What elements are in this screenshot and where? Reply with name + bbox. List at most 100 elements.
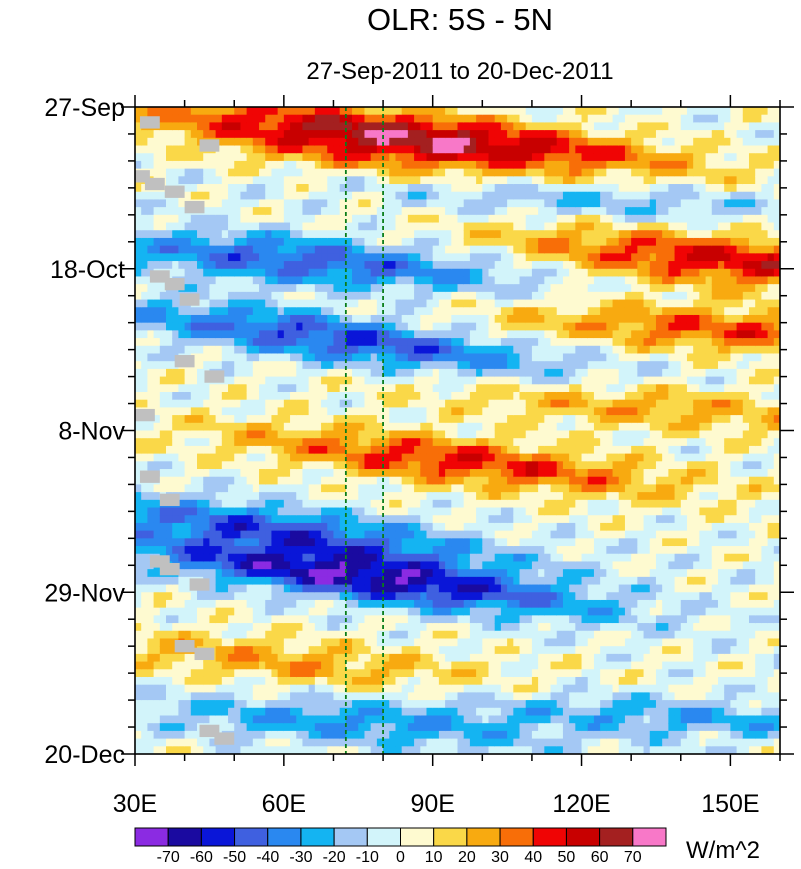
heatmap-cell bbox=[494, 222, 502, 231]
heatmap-cell bbox=[321, 268, 328, 278]
heatmap-cell bbox=[457, 469, 465, 478]
heatmap-cell bbox=[184, 107, 192, 116]
heatmap-cell bbox=[135, 723, 142, 732]
heatmap-cell bbox=[178, 584, 186, 593]
heatmap-cell bbox=[314, 107, 322, 116]
heatmap-cell bbox=[445, 214, 452, 224]
heatmap-cell bbox=[190, 191, 198, 201]
heatmap-cell bbox=[308, 584, 316, 593]
heatmap-cell bbox=[290, 276, 297, 285]
heatmap-cell bbox=[432, 368, 440, 378]
heatmap-cell bbox=[190, 407, 198, 416]
heatmap-cell bbox=[302, 299, 310, 308]
heatmap-cell bbox=[432, 353, 440, 362]
heatmap-cell bbox=[345, 314, 353, 324]
heatmap-cell bbox=[463, 376, 471, 385]
heatmap-cell bbox=[209, 407, 217, 416]
heatmap-cell bbox=[190, 592, 198, 601]
heatmap-cell bbox=[308, 207, 316, 216]
heatmap-cell bbox=[414, 676, 421, 686]
heatmap-cell bbox=[197, 445, 204, 455]
heatmap-cell bbox=[240, 130, 248, 139]
heatmap-cell bbox=[463, 723, 471, 732]
heatmap-cell bbox=[302, 492, 310, 501]
heatmap-cell bbox=[252, 184, 260, 193]
heatmap-cell bbox=[283, 376, 291, 385]
heatmap-cell bbox=[383, 361, 390, 370]
heatmap-cell bbox=[308, 184, 316, 193]
heatmap-cell bbox=[476, 399, 483, 408]
heatmap-cell bbox=[153, 546, 161, 555]
heatmap-cell bbox=[215, 122, 223, 131]
heatmap-cell bbox=[389, 584, 397, 593]
heatmap-cell bbox=[166, 291, 173, 301]
heatmap-cell bbox=[445, 630, 452, 640]
heatmap-cell bbox=[389, 307, 397, 316]
heatmap-cell bbox=[438, 584, 446, 593]
heatmap-cell bbox=[401, 730, 409, 740]
heatmap-cell bbox=[389, 191, 397, 201]
heatmap-cell bbox=[339, 461, 347, 470]
heatmap-cell bbox=[445, 353, 452, 362]
heatmap-cell bbox=[296, 261, 304, 270]
heatmap-cell bbox=[141, 361, 149, 370]
heatmap-cell bbox=[407, 553, 415, 563]
heatmap-cell bbox=[283, 122, 291, 131]
heatmap-cell bbox=[339, 522, 347, 532]
heatmap-cell bbox=[277, 422, 285, 432]
heatmap-cell bbox=[414, 507, 421, 516]
heatmap-cell bbox=[469, 299, 477, 308]
heatmap-cell bbox=[407, 214, 415, 224]
heatmap-cell bbox=[482, 107, 490, 116]
heatmap-cell bbox=[159, 746, 167, 754]
heatmap-cell bbox=[327, 700, 335, 709]
heatmap-cell bbox=[476, 353, 483, 362]
heatmap-cell bbox=[345, 569, 353, 578]
heatmap-cell bbox=[296, 638, 304, 647]
heatmap-cell bbox=[314, 453, 322, 462]
heatmap-cell bbox=[345, 368, 353, 378]
heatmap-cell bbox=[265, 576, 273, 586]
heatmap-cell bbox=[339, 684, 347, 693]
heatmap-cell bbox=[321, 353, 328, 362]
heatmap-cell bbox=[159, 107, 167, 116]
heatmap-cell bbox=[476, 676, 483, 686]
heatmap-cell bbox=[296, 299, 304, 308]
heatmap-cell bbox=[209, 391, 217, 401]
heatmap-cell bbox=[445, 676, 452, 686]
heatmap-cell bbox=[414, 576, 421, 586]
heatmap-cell bbox=[153, 615, 161, 624]
heatmap-cell bbox=[395, 307, 403, 316]
heatmap-cell bbox=[488, 507, 496, 516]
heatmap-cell bbox=[488, 445, 496, 455]
heatmap-cell bbox=[401, 599, 409, 609]
heatmap-cell bbox=[234, 168, 242, 177]
heatmap-cell bbox=[389, 607, 397, 616]
heatmap-cell bbox=[352, 299, 359, 308]
heatmap-cell bbox=[327, 330, 335, 339]
heatmap-cell bbox=[476, 546, 483, 555]
heatmap-cell bbox=[457, 107, 465, 116]
heatmap-cell bbox=[389, 515, 397, 524]
heatmap-cell bbox=[370, 661, 378, 670]
heatmap-cell bbox=[469, 399, 477, 408]
heatmap-cell bbox=[383, 723, 390, 732]
heatmap-cell bbox=[302, 746, 310, 754]
heatmap-cell bbox=[500, 284, 508, 293]
heatmap-cell bbox=[333, 676, 341, 686]
heatmap-cell bbox=[463, 284, 471, 293]
heatmap-cell bbox=[333, 422, 341, 432]
heatmap-cell bbox=[414, 623, 421, 632]
heatmap-cell bbox=[401, 199, 409, 208]
heatmap-cell bbox=[265, 376, 273, 385]
heatmap-cell bbox=[197, 307, 204, 316]
heatmap-cell bbox=[190, 515, 198, 524]
heatmap-cell bbox=[308, 507, 316, 516]
heatmap-cell bbox=[265, 738, 273, 747]
heatmap-cell bbox=[389, 461, 397, 470]
heatmap-cell bbox=[277, 530, 285, 539]
heatmap-cell bbox=[364, 230, 372, 239]
heatmap-cell bbox=[438, 499, 446, 509]
heatmap-cell bbox=[463, 353, 471, 362]
heatmap-cell bbox=[277, 538, 285, 547]
